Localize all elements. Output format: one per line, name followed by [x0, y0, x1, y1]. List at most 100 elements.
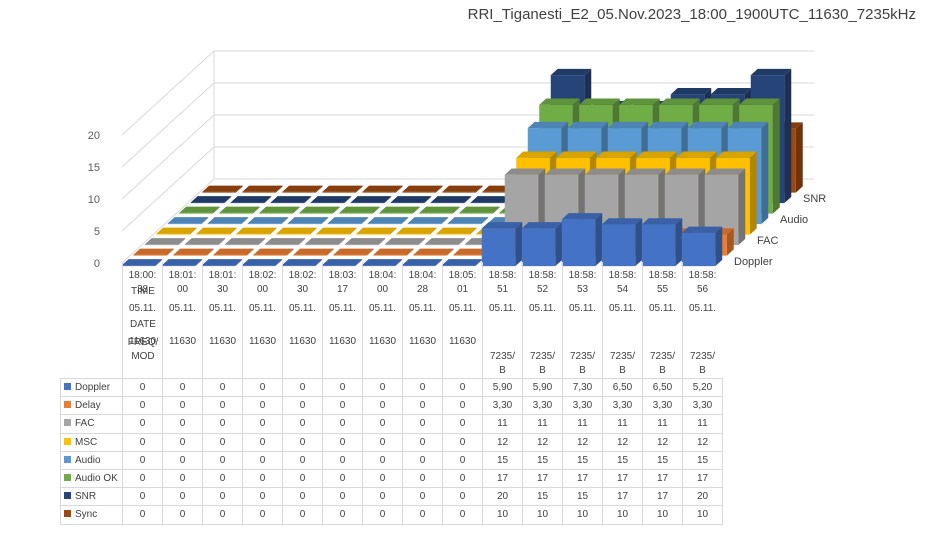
bar-face: [373, 248, 414, 255]
bar-delay: [253, 248, 294, 256]
bar-face: [350, 196, 392, 203]
bar-face: [362, 191, 396, 193]
bar-face: [309, 227, 317, 235]
bar-face: [521, 222, 563, 229]
bar-fac: [224, 238, 266, 246]
table-cell: 12: [682, 432, 723, 452]
bar-face: [315, 185, 323, 193]
table-cell: 10: [602, 505, 643, 525]
bar-doppler: [161, 259, 203, 267]
bar-face: [441, 259, 483, 266]
bar-face: [161, 265, 196, 267]
bar-face: [339, 212, 373, 214]
table-cell: 0: [402, 468, 443, 489]
table-cell: 0: [242, 505, 283, 525]
table-cell: 10: [522, 505, 563, 525]
bar-face: [619, 98, 660, 105]
bar-face: [442, 185, 483, 192]
bar-face: [304, 196, 312, 204]
bar-audio-ok: [459, 206, 500, 214]
category-text: 18:01:: [168, 270, 197, 281]
bar-face: [281, 217, 289, 225]
legend-entry: SNR: [60, 487, 123, 507]
table-cell: 0: [402, 377, 443, 398]
bar-face: [293, 254, 327, 256]
bar-face: [321, 265, 356, 267]
table-row: Doppler 0 0 0 0 0 0 0 0 0 5,90 5,90 7,30 6,50 6,50 5,20: [60, 377, 723, 398]
bar-delay: [373, 248, 414, 256]
table-cell: 12: [602, 432, 643, 452]
bar-face: [327, 223, 362, 225]
bar-face: [401, 217, 409, 225]
category-text: 7235/ B: [569, 351, 596, 376]
bar-sync: [402, 185, 443, 193]
bar-face: [167, 217, 209, 224]
bar-fac: [304, 238, 346, 246]
bar-face: [224, 244, 259, 246]
table-cell: 3,30: [682, 396, 723, 416]
bar-face: [550, 68, 592, 76]
bar-face: [322, 185, 363, 192]
bar-face: [481, 217, 489, 225]
table-row: Audio 0 0 0 0 0 0 0 0 0 15 15 15 15 15 15: [60, 450, 723, 470]
category-text: 18:58:: [568, 270, 597, 281]
bar-face: [202, 185, 243, 192]
table-cell: 0: [162, 414, 203, 434]
bar-face: [738, 168, 746, 246]
bar-face: [339, 206, 380, 213]
bar-delay: [293, 248, 334, 256]
bar-face: [253, 248, 294, 255]
bar-doppler: [241, 259, 283, 267]
legend-swatch: [64, 383, 71, 391]
bar-face: [236, 233, 270, 235]
table-cell: 0: [362, 432, 403, 452]
bar-face: [356, 233, 390, 235]
bar-face: [361, 217, 369, 225]
bar-audio: [247, 217, 289, 225]
bar-face: [179, 206, 220, 213]
bar-face: [561, 219, 596, 267]
z-tick-label: 5: [94, 226, 100, 238]
bar-face: [384, 238, 426, 245]
bar-face: [470, 196, 512, 203]
bar-face: [133, 254, 167, 256]
table-cell: 10: [682, 505, 723, 525]
bar-face: [373, 254, 407, 256]
bar-face: [412, 206, 420, 214]
bar-face: [299, 206, 340, 213]
bar-face: [156, 233, 190, 235]
bar-face: [253, 254, 287, 256]
bar-audio: [327, 217, 369, 225]
table-cell: 15: [682, 450, 723, 470]
bar-face: [402, 191, 436, 193]
category-label: 18:03: 17 05.11. 11630: [322, 262, 362, 378]
bar-face: [282, 191, 316, 193]
table-cell: 11: [682, 414, 723, 434]
legend-label: Delay: [75, 400, 101, 412]
bar-face: [179, 212, 213, 214]
bar-face: [396, 227, 437, 234]
table-cell: 17: [602, 468, 643, 489]
bar-face: [264, 238, 306, 245]
table-cell: 0: [362, 396, 403, 416]
category-text: 11630: [328, 336, 357, 347]
bar-audio: [167, 217, 209, 225]
table-cell: 0: [282, 468, 323, 489]
legend-entry: Delay: [60, 396, 123, 416]
table-cell: 0: [402, 396, 443, 416]
category-text: 18:02:: [288, 270, 317, 281]
bar-face: [784, 68, 792, 204]
bar-face: [315, 259, 323, 267]
category-text: 7235/ B: [609, 351, 636, 376]
category-label: 18:58: 53 05.11. 7235/ B: [562, 262, 602, 378]
category-text: 05.11.: [568, 303, 597, 314]
bar-face: [310, 196, 352, 203]
table-cell: 0: [442, 468, 483, 489]
bars: [121, 68, 803, 267]
bar-face: [384, 196, 392, 204]
bar-doppler: [441, 259, 483, 267]
bar-face: [190, 196, 232, 203]
table-cell: 0: [122, 377, 163, 398]
bar-face: [447, 223, 482, 225]
